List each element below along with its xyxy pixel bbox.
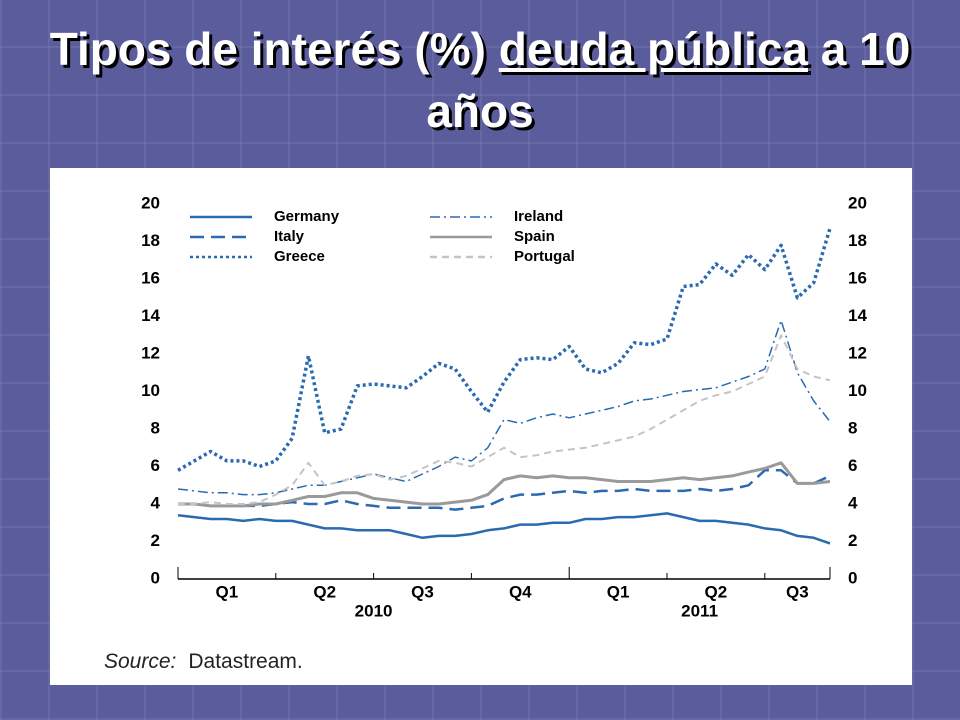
title-part: deuda pública	[498, 23, 808, 75]
legend-label: Ireland	[514, 208, 563, 225]
y-tick-label: 2	[151, 531, 160, 550]
year-label: 2010	[355, 601, 393, 620]
y2-tick-label: 8	[848, 418, 857, 437]
y2-tick-label: 10	[848, 381, 867, 400]
series-line	[178, 461, 831, 508]
y-tick-label: 14	[141, 306, 160, 325]
y-tick-label: 8	[151, 418, 160, 437]
legend-label: Portugal	[514, 248, 575, 265]
legend-label: Spain	[514, 228, 555, 245]
y-tick-label: 10	[141, 381, 160, 400]
y-tick-label: 0	[151, 568, 160, 587]
y-tick-label: 20	[141, 193, 160, 212]
y2-tick-label: 0	[848, 568, 857, 587]
x-tick-label: Q4	[509, 582, 532, 601]
y2-tick-label: 18	[848, 231, 867, 250]
y-tick-label: 18	[141, 231, 160, 250]
title-part: a 10 años	[426, 23, 911, 137]
source-label: Source:	[104, 650, 176, 673]
x-tick-label: Q1	[607, 582, 630, 601]
title-part: Tipos de interés (%)	[49, 23, 486, 75]
source-text: Datastream.	[188, 650, 302, 673]
series-line	[177, 319, 831, 496]
y-tick-label: 12	[141, 343, 160, 362]
y2-tick-label: 4	[848, 493, 858, 512]
y-tick-label: 4	[151, 493, 161, 512]
x-tick-label: Q3	[411, 582, 434, 601]
y2-tick-label: 20	[848, 193, 867, 212]
series-line	[178, 334, 831, 505]
x-tick-label: Q3	[786, 582, 809, 601]
y2-tick-label: 16	[848, 268, 867, 287]
y2-tick-label: 2	[848, 531, 857, 550]
x-tick-label: Q2	[313, 582, 336, 601]
x-tick-label: Q1	[216, 582, 239, 601]
source: Source: Datastream.	[104, 650, 303, 673]
series-line	[177, 227, 832, 472]
x-tick-label: Q2	[705, 582, 728, 601]
y2-tick-label: 6	[848, 456, 857, 475]
legend-label: Greece	[274, 248, 325, 265]
legend-label: Germany	[274, 208, 340, 225]
y-tick-label: 16	[141, 268, 160, 287]
series-line	[177, 512, 831, 545]
slide-title: Tipos de interés (%) deuda pública a 10 …	[0, 18, 960, 142]
y-tick-label: 6	[151, 456, 160, 475]
chart-panel	[50, 168, 912, 685]
year-label: 2011	[681, 601, 718, 620]
y2-tick-label: 12	[848, 343, 867, 362]
y2-tick-label: 14	[848, 306, 867, 325]
legend-label: Italy	[274, 228, 305, 245]
